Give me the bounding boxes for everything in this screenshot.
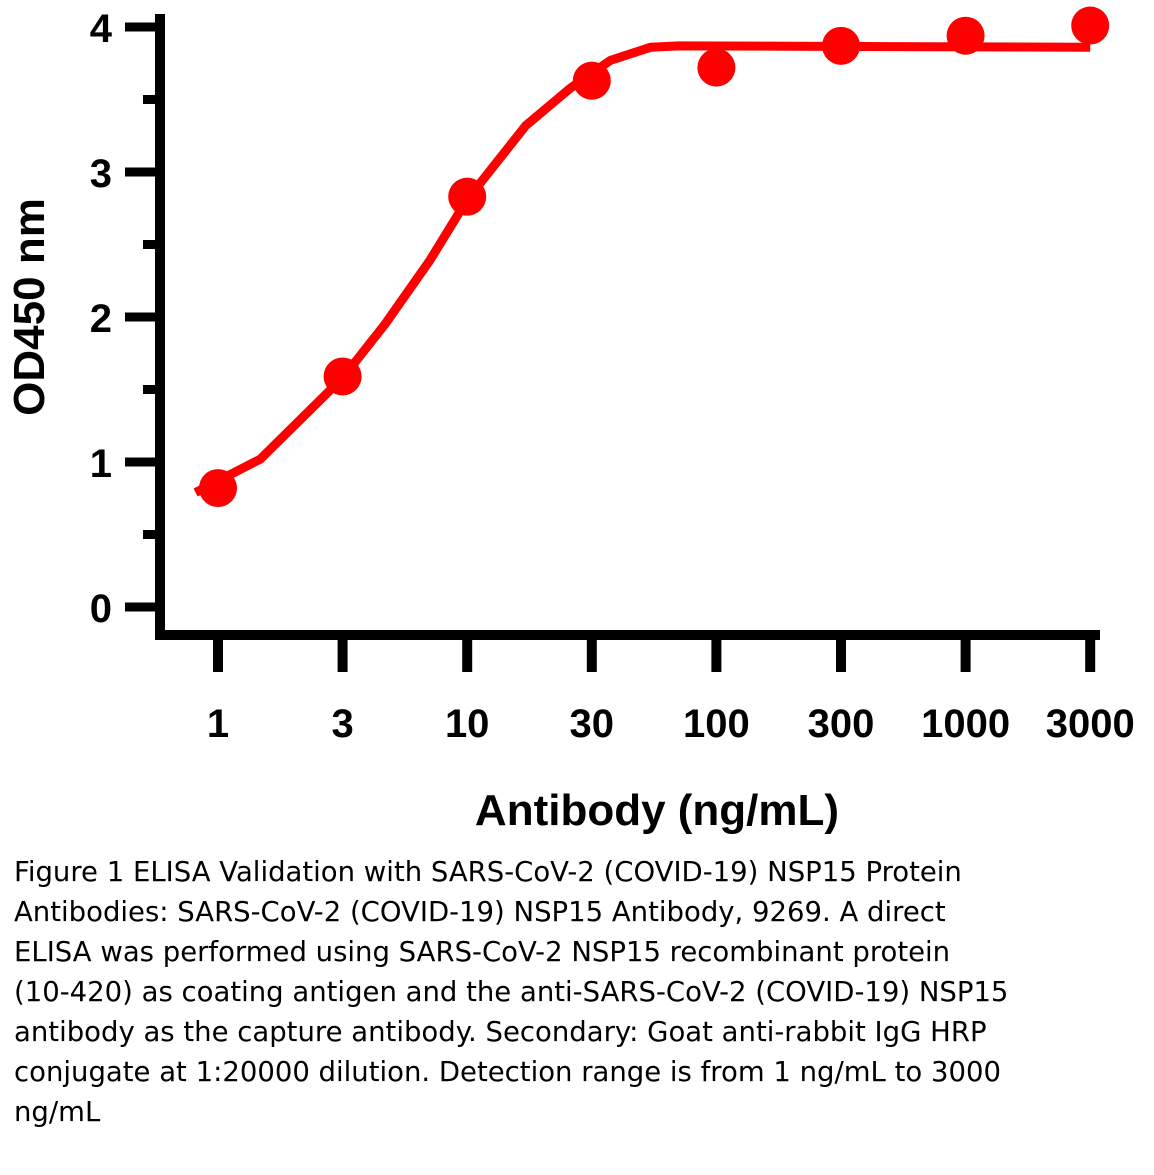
data-point [697,48,736,87]
x-tick-label: 1 [207,702,229,746]
y-tick-label: 2 [90,297,112,341]
data-point [572,61,611,100]
y-axis-title: OD450 nm [5,198,54,416]
figure-caption: Figure 1 ELISA Validation with SARS-CoV-… [14,856,1009,1128]
elisa-chart: 0 1 2 3 4 1 3 10 30 100 300 1000 3000 Antibody (ng/m… [5,6,1135,835]
data-point [1071,6,1110,45]
y-tick-label: 0 [90,587,112,631]
x-tick-label: 30 [570,702,615,746]
x-tick-label: 3000 [1046,702,1135,746]
x-tick-label: 1000 [921,702,1010,746]
y-tick-label: 4 [90,7,113,51]
x-tick-label: 300 [808,702,875,746]
y-tick-label: 1 [90,442,112,486]
fit-curve [193,41,1091,497]
data-point [448,177,487,216]
data-point [199,469,237,508]
data-point [946,16,985,55]
x-tick-label: 100 [683,702,750,746]
fit-curve-group [193,41,1091,497]
tick-labels: 0 1 2 3 4 1 3 10 30 100 300 1000 3000 [90,7,1135,746]
x-tick-label: 3 [331,702,353,746]
x-axis-title: Antibody (ng/mL) [475,786,839,835]
axes [125,14,1100,672]
y-tick-label: 3 [90,152,112,196]
data-point [323,357,362,396]
data-point [822,26,860,65]
data-points [199,6,1110,508]
x-tick-label: 10 [445,702,490,746]
